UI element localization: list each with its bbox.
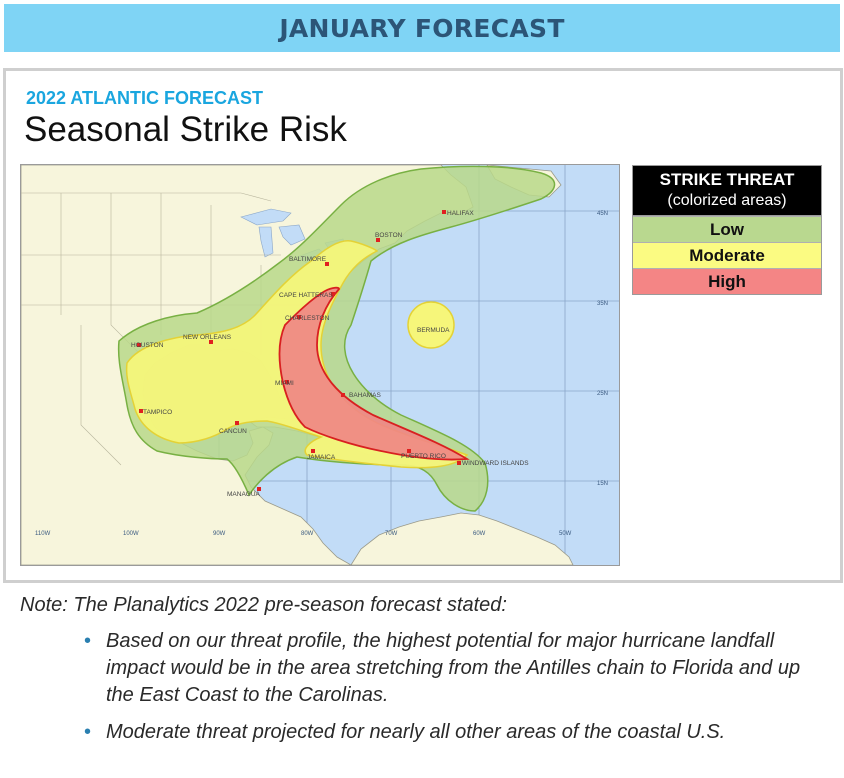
note-bullet-text: Moderate threat projected for nearly all… bbox=[106, 721, 726, 743]
legend-row-moderate: Moderate bbox=[633, 242, 821, 268]
legend-row-low: Low bbox=[633, 216, 821, 242]
city-label: BOSTON bbox=[375, 232, 403, 239]
city-label: BERMUDA bbox=[417, 327, 450, 334]
bermuda-zone bbox=[407, 301, 455, 349]
city-label: HOUSTON bbox=[131, 342, 164, 349]
lat-label: 25N bbox=[597, 391, 608, 397]
lon-label: 110W bbox=[35, 531, 51, 537]
lat-label: 45N bbox=[597, 211, 608, 217]
strike-risk-map: HALIFAX BOSTON BALTIMORE CAPE HATTERAS C… bbox=[20, 164, 620, 566]
city-label: PUERTO RICO bbox=[401, 453, 446, 460]
lon-label: 100W bbox=[123, 531, 139, 537]
high-threat-zone bbox=[278, 286, 470, 461]
forecast-banner: JANUARY FORECAST bbox=[4, 4, 840, 52]
lon-label: 50W bbox=[559, 531, 572, 537]
lon-label: 80W bbox=[301, 531, 314, 537]
city-label: JAMAICA bbox=[307, 454, 336, 461]
note-bullet: • Based on our threat profile, the highes… bbox=[84, 628, 824, 709]
city-markers bbox=[137, 210, 461, 491]
lon-label: 90W bbox=[213, 531, 226, 537]
city-label: BALTIMORE bbox=[289, 256, 327, 263]
lat-label: 35N bbox=[597, 301, 608, 307]
city-label: MANAGUA bbox=[227, 491, 261, 498]
bullet-icon: • bbox=[84, 721, 92, 743]
lon-label: 60W bbox=[473, 531, 486, 537]
city-label: MIAMI bbox=[275, 380, 294, 387]
legend-subheading: (colorized areas) bbox=[667, 192, 787, 209]
banner-title: JANUARY FORECAST bbox=[279, 13, 565, 43]
lon-label: 70W bbox=[385, 531, 398, 537]
city-label: BAHAMAS bbox=[349, 392, 381, 399]
map-svg: HALIFAX BOSTON BALTIMORE CAPE HATTERAS C… bbox=[21, 165, 619, 565]
land-south-america bbox=[350, 512, 574, 565]
bullet-icon: • bbox=[84, 630, 92, 652]
city-label: TAMPICO bbox=[143, 409, 172, 416]
strike-threat-legend: STRIKE THREAT (colorized areas) Low Mode… bbox=[632, 165, 822, 295]
lat-label: 15N bbox=[597, 481, 608, 487]
note-bullets: • Based on our threat profile, the highes… bbox=[84, 628, 824, 756]
legend-heading: STRIKE THREAT bbox=[659, 170, 795, 189]
forecast-note: Note: The Planalytics 2022 pre-season fo… bbox=[20, 594, 507, 616]
city-label: CANCUN bbox=[219, 428, 247, 435]
city-label: NEW ORLEANS bbox=[183, 334, 232, 341]
graticule-labels: 45N 35N 25N 15N 110W 100W 90W 80W 70W 60… bbox=[35, 211, 608, 537]
note-bullet: • Moderate threat projected for nearly al… bbox=[84, 719, 824, 746]
legend-header: STRIKE THREAT (colorized areas) bbox=[633, 166, 821, 216]
city-label: CHARLESTON bbox=[285, 315, 330, 322]
city-labels: HALIFAX BOSTON BALTIMORE CAPE HATTERAS C… bbox=[131, 210, 529, 498]
forecast-title: Seasonal Strike Risk bbox=[24, 110, 347, 149]
city-label: CAPE HATTERAS bbox=[279, 292, 333, 299]
forecast-subtitle: 2022 ATLANTIC FORECAST bbox=[26, 88, 264, 108]
legend-row-high: High bbox=[633, 268, 821, 294]
city-label: HALIFAX bbox=[447, 210, 474, 217]
note-bullet-text: Based on our threat profile, the highest… bbox=[106, 630, 801, 706]
city-label: WINDWARD ISLANDS bbox=[462, 460, 529, 467]
